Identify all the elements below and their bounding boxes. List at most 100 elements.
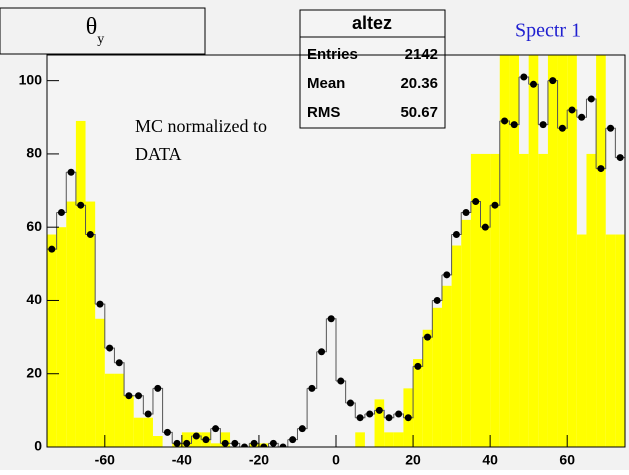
mc-bar bbox=[596, 55, 606, 447]
data-point bbox=[212, 425, 220, 433]
stats-key: Entries bbox=[307, 46, 358, 63]
data-point bbox=[356, 414, 364, 422]
mc-bar bbox=[413, 359, 423, 447]
mc-bar bbox=[104, 373, 115, 447]
mc-bar bbox=[547, 55, 558, 447]
mc-bar bbox=[490, 153, 500, 447]
mc-bar bbox=[509, 55, 520, 447]
mc-bar bbox=[210, 443, 221, 447]
data-point bbox=[115, 359, 123, 367]
data-point bbox=[597, 165, 605, 173]
data-point bbox=[125, 392, 133, 400]
data-point bbox=[404, 414, 412, 422]
data-point bbox=[192, 432, 200, 440]
mc-bar bbox=[422, 329, 433, 447]
data-point bbox=[240, 443, 248, 447]
mc-bar bbox=[95, 318, 105, 447]
data-point bbox=[578, 113, 586, 121]
data-point bbox=[607, 124, 615, 132]
data-point bbox=[77, 201, 85, 209]
stats-box bbox=[299, 9, 446, 129]
data-point bbox=[462, 209, 470, 217]
data-point bbox=[67, 168, 75, 176]
y-tick-label: 100 bbox=[19, 71, 43, 87]
mc-bar bbox=[499, 55, 510, 447]
data-point bbox=[173, 439, 181, 447]
mc-bar bbox=[576, 234, 587, 447]
mc-bar bbox=[75, 120, 86, 447]
title-box bbox=[0, 7, 206, 55]
data-point bbox=[558, 124, 566, 132]
data-point bbox=[481, 223, 489, 231]
data-point bbox=[48, 245, 56, 253]
mc-bar bbox=[355, 432, 365, 447]
data-point bbox=[443, 271, 451, 279]
data-point bbox=[327, 315, 335, 323]
mc-bar bbox=[66, 201, 76, 447]
mc-bar bbox=[191, 432, 202, 447]
data-point bbox=[221, 439, 229, 447]
x-tick-label: 60 bbox=[559, 452, 575, 468]
data-point bbox=[433, 296, 441, 304]
x-tick-label: -40 bbox=[172, 452, 192, 468]
chart-title: θy bbox=[86, 14, 105, 48]
mc-bar bbox=[393, 432, 404, 447]
stats-value: 50.67 bbox=[400, 104, 438, 121]
x-tick-label: -20 bbox=[249, 452, 269, 468]
data-point bbox=[501, 117, 509, 125]
stats-title: altez bbox=[352, 13, 392, 33]
data-point bbox=[96, 300, 104, 308]
annotation: DATA bbox=[135, 144, 182, 164]
data-point bbox=[250, 439, 258, 447]
x-tick-label: -60 bbox=[95, 452, 115, 468]
y-tick-label: 40 bbox=[26, 291, 42, 307]
mc-bar bbox=[528, 55, 539, 447]
data-point bbox=[106, 344, 114, 352]
mc-bar bbox=[181, 432, 192, 447]
stats-value: 20.36 bbox=[400, 75, 438, 92]
data-point bbox=[520, 73, 528, 81]
mc-bar bbox=[85, 201, 96, 447]
y-tick-label: 80 bbox=[26, 145, 42, 161]
mc-bar bbox=[538, 153, 548, 447]
data-point bbox=[57, 209, 65, 217]
mc-bar bbox=[605, 234, 616, 447]
x-tick-label: 20 bbox=[405, 452, 421, 468]
data-point bbox=[318, 348, 326, 356]
data-point bbox=[587, 95, 595, 103]
y-tick-label: 20 bbox=[26, 364, 42, 380]
data-point bbox=[279, 443, 287, 447]
data-point bbox=[529, 80, 537, 88]
data-point bbox=[491, 201, 499, 209]
mc-bar bbox=[374, 399, 385, 447]
data-point bbox=[395, 410, 403, 418]
stats-key: Mean bbox=[307, 75, 345, 92]
data-point bbox=[414, 362, 422, 370]
mc-bar bbox=[124, 395, 134, 447]
data-point bbox=[366, 410, 374, 418]
mc-bar bbox=[519, 153, 529, 447]
data-point bbox=[539, 121, 547, 129]
mc-bar bbox=[586, 153, 597, 447]
data-point bbox=[163, 428, 171, 436]
data-point bbox=[346, 399, 354, 407]
mc-bar bbox=[143, 417, 153, 447]
mc-bar bbox=[441, 285, 452, 447]
label: Spectr 1 bbox=[515, 20, 581, 42]
mc-bar bbox=[451, 245, 462, 447]
x-tick-label: 0 bbox=[332, 452, 340, 468]
mc-bar bbox=[470, 153, 481, 447]
mc-bar bbox=[220, 432, 231, 447]
data-point bbox=[424, 333, 432, 341]
data-point bbox=[289, 436, 297, 444]
annotation: MC normalized to bbox=[135, 116, 267, 136]
data-point bbox=[616, 154, 624, 162]
y-tick-label: 60 bbox=[26, 218, 42, 234]
stats-value: 2142 bbox=[405, 46, 438, 63]
mc-bar bbox=[133, 417, 144, 447]
mc-bar bbox=[480, 153, 491, 447]
stats-key: RMS bbox=[307, 104, 340, 121]
y-tick-label: 0 bbox=[34, 438, 42, 454]
data-step bbox=[239, 443, 250, 447]
data-point bbox=[375, 406, 383, 414]
